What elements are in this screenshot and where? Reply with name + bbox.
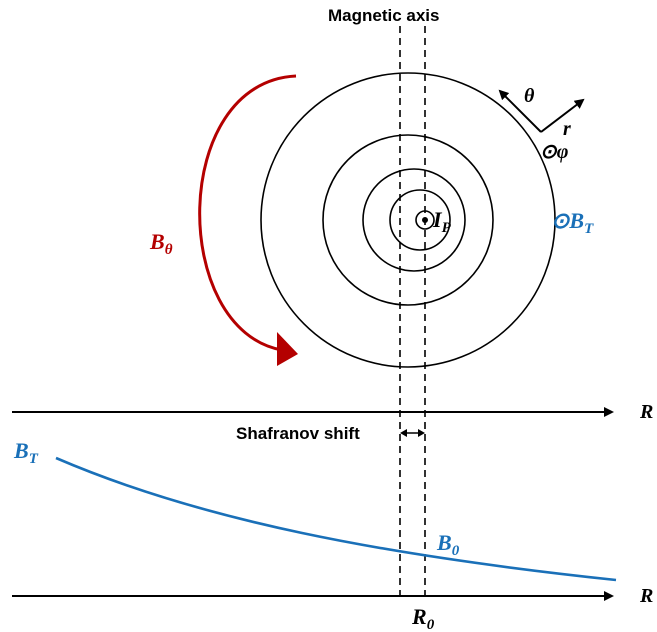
r-axis-top-label: R: [639, 401, 653, 423]
shafranov-double-arrow: [400, 429, 425, 437]
ip-label: IP: [432, 207, 452, 236]
b0-label: B0: [436, 530, 460, 559]
flux-circle-3: [362, 168, 466, 272]
r0-label: R0: [411, 604, 435, 632]
flux-circle-outer: [260, 72, 556, 368]
flux-circle-inner: [389, 189, 451, 251]
r-label: r: [563, 118, 571, 140]
magnetic-axis-lines: [399, 26, 426, 600]
flux-surfaces: [260, 72, 556, 368]
flux-circle-2: [322, 134, 494, 306]
shafranov-shift-label: Shafranov shift: [236, 424, 360, 443]
bt-curve-label: BT: [13, 438, 39, 467]
phi-label: ⊙φ: [540, 141, 568, 163]
b-theta-arrow: [198, 74, 298, 366]
b-theta-label: Bθ: [149, 229, 173, 258]
theta-label: θ: [524, 85, 535, 107]
b-theta-arrowhead: [277, 332, 298, 366]
coordinate-arrows: [498, 89, 585, 133]
bt-profile-curve: [55, 456, 617, 582]
magnetic-axis-label: Magnetic axis: [328, 6, 440, 25]
bt-circ-label: ⊙BT: [551, 208, 594, 237]
r-axis-bottom-label: R: [639, 585, 653, 607]
